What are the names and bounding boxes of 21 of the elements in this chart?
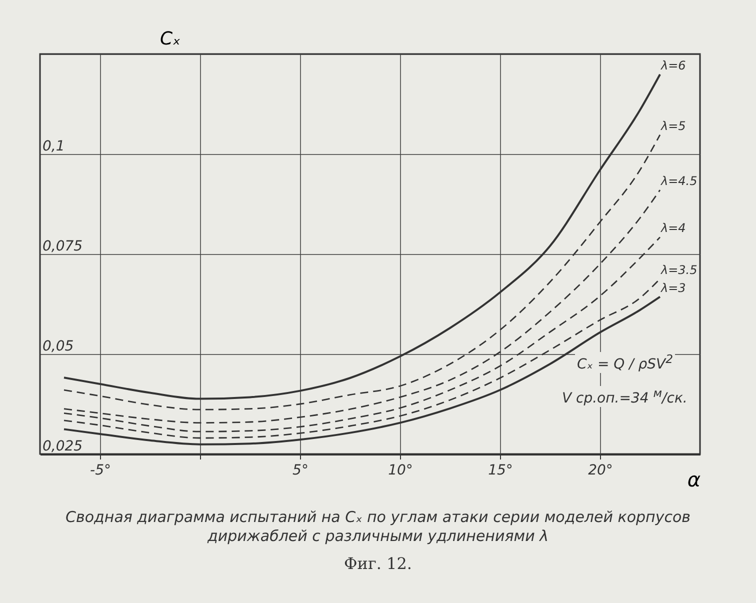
x-tick-label: 10° <box>388 462 413 478</box>
y-axis-title: Cₓ <box>160 28 181 50</box>
y-tick-label: 0,05 <box>42 338 74 354</box>
series-label: λ=5 <box>660 118 686 133</box>
series-label: λ=4 <box>660 221 686 236</box>
y-tick-label: 0,1 <box>42 138 65 154</box>
y-tick-label: 0,025 <box>42 438 83 454</box>
series-label: λ=3.5 <box>660 262 698 277</box>
x-axis-title: α <box>687 468 700 492</box>
annotation: V ср.оп.=34 $^{м}$/ск. <box>560 386 690 407</box>
y-tick-label: 0,075 <box>42 238 83 254</box>
annotation: Cₓ = Q / ρSV$^{2}$ <box>575 352 676 373</box>
text: Сводная диаграмма испытаний на Cₓ по углам атаки серии моделей корпусов дирижаблей с различными удлинениями λ <box>64 508 692 546</box>
x-tick-label: -5° <box>90 462 111 478</box>
x-tick-label: 5° <box>292 462 308 478</box>
series-label: λ=3 <box>660 280 686 295</box>
series-label: λ=4.5 <box>660 174 698 188</box>
text: Фиг. 12. <box>343 554 413 573</box>
x-tick-label: 20° <box>588 462 613 478</box>
x-tick-label: 15° <box>488 462 513 478</box>
series-label: λ=6 <box>660 58 686 72</box>
